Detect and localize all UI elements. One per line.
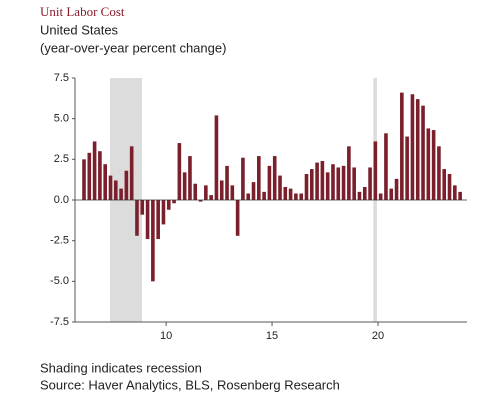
- bar: [262, 191, 266, 200]
- bar: [193, 183, 198, 200]
- bar: [161, 200, 166, 225]
- bar: [214, 115, 219, 200]
- chart-subtitle: United States: [40, 22, 119, 37]
- bar: [108, 175, 113, 200]
- bar: [283, 186, 288, 200]
- bar: [87, 152, 92, 200]
- bar: [103, 164, 107, 200]
- bar: [442, 169, 447, 200]
- bar: [431, 130, 436, 200]
- bar: [447, 173, 452, 200]
- y-tick-label: -2.5: [50, 235, 69, 247]
- bar: [426, 128, 431, 200]
- bar: [204, 185, 208, 200]
- bar: [272, 156, 277, 200]
- bar: [172, 200, 176, 204]
- bar: [352, 167, 356, 200]
- bar: [151, 200, 155, 282]
- bar: [315, 162, 319, 200]
- bar: [177, 143, 182, 200]
- y-tick-label: -7.5: [50, 316, 69, 328]
- bar: [309, 169, 314, 200]
- bar: [458, 191, 462, 200]
- bar: [421, 105, 425, 200]
- bar: [331, 164, 335, 200]
- bar: [368, 167, 372, 200]
- x-tick-label: 15: [266, 330, 278, 342]
- bar: [145, 200, 150, 240]
- bar: [124, 170, 129, 200]
- bar: [336, 167, 341, 200]
- bar: [410, 94, 415, 200]
- bar: [129, 146, 134, 200]
- bar: [113, 180, 118, 200]
- bar: [246, 193, 251, 200]
- bar: [378, 193, 383, 200]
- bar: [278, 175, 282, 200]
- x-tick-label: 20: [372, 330, 384, 342]
- bar: [400, 92, 404, 200]
- source: Source: Haver Analytics, BLS, Rosenberg …: [40, 377, 340, 392]
- bar: [166, 200, 171, 210]
- bar: [362, 186, 367, 200]
- bar: [82, 159, 86, 200]
- chart-title: Unit Labor Cost: [40, 4, 125, 19]
- bar: [140, 200, 145, 215]
- bar: [257, 156, 261, 200]
- bar: [357, 191, 362, 200]
- bar: [389, 188, 394, 200]
- bar: [219, 180, 224, 200]
- bar: [347, 146, 351, 200]
- bar: [320, 160, 325, 200]
- bar: [325, 172, 330, 200]
- bar: [119, 188, 123, 200]
- y-tick-label: -5.0: [50, 275, 69, 287]
- y-axis-label: (year-over-year percent change): [40, 40, 226, 55]
- bar: [182, 172, 187, 200]
- bar: [373, 141, 378, 200]
- bar: [299, 193, 303, 200]
- bar: [437, 146, 441, 200]
- bar: [288, 188, 293, 200]
- y-tick-label: 0.0: [54, 194, 69, 206]
- bar: [198, 200, 203, 202]
- bar: [225, 165, 229, 200]
- y-tick-label: 7.5: [54, 72, 69, 84]
- bar: [405, 136, 409, 200]
- bar: [156, 200, 160, 240]
- bar: [453, 185, 457, 200]
- bar: [235, 200, 240, 236]
- bar: [415, 99, 420, 200]
- y-tick-label: 5.0: [54, 113, 69, 125]
- bar: [241, 157, 245, 200]
- bar: [135, 200, 139, 236]
- bar: [209, 195, 213, 200]
- y-tick-label: 2.5: [54, 153, 69, 165]
- bar: [92, 141, 97, 200]
- bar: [267, 165, 272, 200]
- bar: [304, 173, 309, 200]
- note: Shading indicates recession: [40, 360, 202, 375]
- bar: [98, 151, 102, 200]
- bar: [230, 185, 235, 200]
- bar: [251, 182, 256, 200]
- bar: [294, 193, 298, 200]
- bar: [394, 178, 399, 200]
- bar: [341, 165, 346, 200]
- bar: [384, 133, 388, 200]
- x-tick-label: 10: [160, 330, 172, 342]
- bar: [188, 156, 192, 200]
